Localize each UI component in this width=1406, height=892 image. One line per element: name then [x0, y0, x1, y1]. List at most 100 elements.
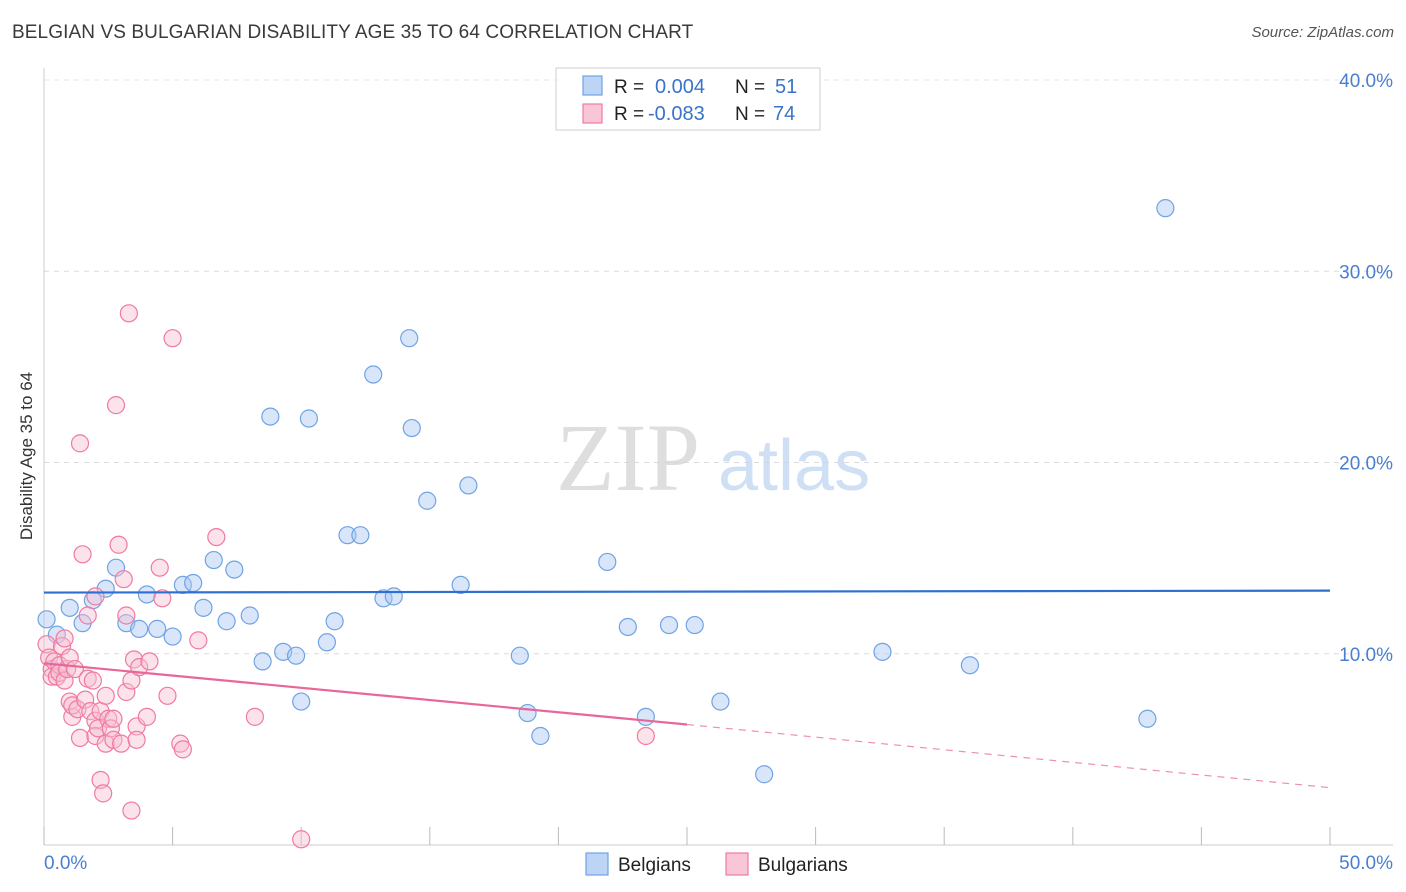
bulgarian-point-60	[189, 631, 208, 650]
bulgarian-point-9	[55, 629, 74, 648]
bulgarian-point-33	[96, 686, 115, 705]
bulgarian-point-39	[106, 396, 126, 415]
tick-labels: 10.0% 20.0% 30.0% 40.0% 0.0% 50.0%	[44, 71, 1393, 874]
bulgarian-point-30	[91, 770, 110, 790]
y-tick-label-1: 20.0%	[1339, 454, 1393, 475]
legend-label-belgians: Belgians	[618, 855, 691, 876]
bulgarian-point-0	[37, 635, 56, 654]
bulgarian-point-25	[83, 671, 102, 690]
stats-n-value-belgians: 51	[775, 76, 797, 98]
belgian-point-9	[137, 585, 156, 604]
stats-r-label-bulgarians: R =	[614, 104, 644, 125]
bulgarian-point-24	[81, 702, 100, 721]
series-legend: Belgians Bulgarians	[585, 852, 848, 876]
belgian-point-38	[518, 703, 537, 723]
belgian-point-39	[531, 726, 550, 746]
bulgarian-point-59	[173, 740, 192, 759]
belgian-point-44	[685, 615, 704, 635]
belgian-point-2	[60, 598, 79, 617]
belgian-point-0	[37, 610, 56, 629]
belgian-point-32	[400, 329, 419, 348]
stats-swatch-bulgarians	[582, 103, 603, 124]
source-label: Source: ZipAtlas.com	[1251, 24, 1394, 41]
belgian-point-27	[338, 526, 357, 545]
bulgarian-point-20	[73, 545, 92, 564]
belgian-point-17	[225, 560, 244, 579]
belgian-point-20	[261, 407, 280, 426]
belgian-point-46	[755, 765, 774, 784]
belgian-point-18	[240, 606, 259, 625]
bulgarian-point-57	[163, 329, 182, 348]
belgian-point-8	[130, 619, 149, 638]
bulgarian-point-62	[245, 707, 265, 726]
belgian-point-26	[325, 612, 344, 631]
bulgarian-point-28	[86, 587, 105, 606]
axes	[43, 68, 1393, 846]
belgian-point-24	[299, 409, 319, 428]
stats-r-value-bulgarians: -0.083	[648, 103, 705, 125]
bulgarian-point-54	[150, 558, 169, 577]
watermark-zip: ZIP	[556, 404, 700, 511]
belgian-point-22	[286, 646, 306, 665]
belgian-point-47	[873, 642, 892, 661]
bulgarian-point-40	[109, 535, 128, 554]
trend-lines	[43, 589, 1331, 789]
belgian-point-48	[960, 656, 980, 675]
belgian-point-40	[598, 552, 617, 572]
belgian-point-33	[402, 418, 421, 438]
belgian-point-28	[351, 526, 370, 545]
bulgarian-point-47	[122, 801, 141, 820]
stats-r-label-belgians: R =	[614, 77, 644, 98]
belgian-point-41	[618, 617, 637, 637]
belgian-point-31	[384, 587, 403, 606]
belgian-point-16	[217, 612, 236, 631]
belgian-point-29	[364, 365, 383, 384]
bulgarian-point-38	[104, 709, 123, 728]
belgian-point-37	[510, 646, 529, 665]
y-tick-label-3: 40.0%	[1339, 71, 1393, 92]
belgian-point-35	[451, 575, 470, 595]
bulgarian-point-53	[140, 652, 159, 671]
bulgarian-point-52	[137, 707, 156, 726]
bulgarian-point-21	[76, 690, 95, 709]
belgian-point-11	[163, 627, 182, 646]
gridlines	[44, 79, 1393, 655]
belgian-point-43	[659, 615, 679, 635]
bulgarian-point-61	[207, 527, 226, 547]
belgian-point-15	[204, 550, 223, 570]
belgian-point-25	[317, 633, 337, 652]
stats-r-value-belgians: 0.004	[655, 76, 705, 98]
stats-swatch-belgians	[582, 75, 603, 96]
belgian-point-10	[148, 619, 167, 638]
y-tick-label-2: 30.0%	[1339, 262, 1393, 283]
legend-label-bulgarians: Bulgarians	[758, 855, 848, 876]
bulgarian-point-10	[55, 671, 74, 690]
stats-n-value-bulgarians: 74	[773, 103, 795, 125]
watermark-atlas: atlas	[718, 426, 870, 506]
belgian-point-19	[253, 652, 272, 671]
data-points	[37, 199, 1175, 849]
x-tick-label-left: 0.0%	[44, 853, 87, 874]
belgian-point-23	[292, 692, 311, 711]
bulgarian-point-41	[112, 734, 131, 753]
stats-legend: R = 0.004 N = 51 R = -0.083 N = 74	[555, 67, 821, 131]
y-tick-label-0: 10.0%	[1339, 645, 1393, 666]
bulgarian-point-64	[636, 726, 655, 746]
belgian-point-49	[1138, 709, 1157, 728]
bulgarian-point-18	[70, 728, 90, 748]
belgian-point-42	[636, 707, 655, 726]
belgian-point-36	[459, 476, 478, 495]
bulgarian-point-44	[117, 682, 136, 702]
bulgarian-point-45	[119, 304, 138, 323]
belgian-point-34	[418, 491, 437, 510]
bulgarian-trend-extension	[686, 723, 1331, 789]
belgian-point-14	[194, 598, 213, 617]
bulgarian-trend-line	[43, 662, 688, 726]
watermark: ZIP atlas	[556, 404, 870, 511]
bulgarian-point-56	[158, 686, 177, 705]
bulgarian-point-63	[292, 830, 311, 849]
legend-swatch-bulgarians	[725, 852, 749, 876]
bulgarian-point-32	[94, 784, 113, 803]
belgian-point-45	[711, 692, 730, 711]
